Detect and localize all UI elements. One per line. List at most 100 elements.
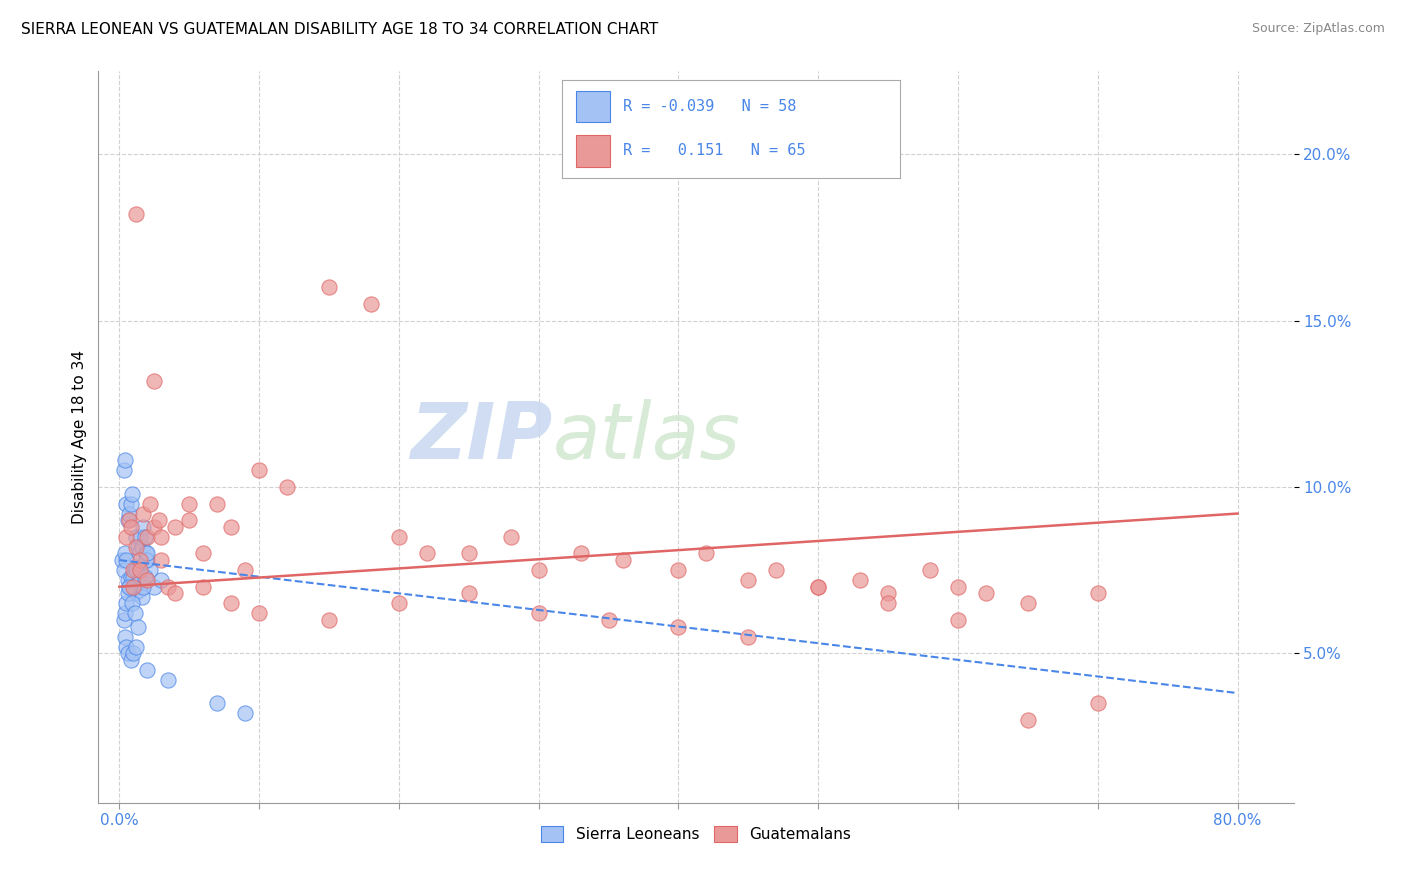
Point: [115, 553, 138, 567]
Point: [165, 520, 187, 534]
Point: [125, 640, 148, 654]
Point: [132, 580, 155, 594]
Point: [139, 497, 162, 511]
Point: [179, 497, 201, 511]
Point: [115, 497, 138, 511]
Point: [112, 463, 135, 477]
Point: [247, 463, 270, 477]
Point: [121, 486, 143, 500]
Point: [499, 530, 522, 544]
Point: [148, 513, 170, 527]
Point: [120, 570, 142, 584]
Text: ZIP: ZIP: [411, 399, 553, 475]
Point: [598, 613, 620, 627]
Point: [136, 530, 159, 544]
Point: [974, 586, 997, 600]
Point: [150, 553, 173, 567]
Point: [125, 530, 148, 544]
Point: [122, 563, 145, 577]
Point: [118, 513, 141, 527]
Point: [527, 607, 550, 621]
Point: [157, 580, 180, 594]
Point: [737, 573, 759, 587]
Point: [135, 546, 157, 560]
Point: [193, 546, 215, 560]
Point: [388, 596, 411, 610]
Point: [129, 563, 152, 577]
Point: [849, 573, 872, 587]
Point: [233, 563, 256, 577]
Point: [118, 580, 141, 594]
Point: [132, 507, 155, 521]
Point: [136, 546, 159, 560]
Point: [114, 453, 136, 467]
Point: [807, 580, 830, 594]
Point: [129, 573, 152, 587]
Point: [765, 563, 787, 577]
Point: [1017, 596, 1039, 610]
Point: [143, 520, 166, 534]
Point: [121, 580, 143, 594]
Point: [360, 297, 382, 311]
Point: [457, 586, 479, 600]
Point: [114, 546, 136, 560]
Point: [112, 613, 135, 627]
Point: [877, 586, 900, 600]
Text: R =   0.151   N = 65: R = 0.151 N = 65: [623, 144, 806, 159]
Point: [122, 580, 145, 594]
Text: atlas: atlas: [553, 399, 741, 475]
Point: [134, 570, 156, 584]
Text: SIERRA LEONEAN VS GUATEMALAN DISABILITY AGE 18 TO 34 CORRELATION CHART: SIERRA LEONEAN VS GUATEMALAN DISABILITY …: [21, 22, 658, 37]
Point: [219, 520, 242, 534]
Point: [134, 530, 156, 544]
Point: [122, 646, 145, 660]
Point: [150, 530, 173, 544]
Point: [135, 553, 157, 567]
Point: [124, 563, 146, 577]
Point: [131, 590, 153, 604]
Point: [122, 570, 145, 584]
Point: [136, 573, 159, 587]
Point: [416, 546, 439, 560]
Point: [388, 530, 411, 544]
Point: [120, 520, 142, 534]
Point: [111, 553, 134, 567]
Point: [112, 563, 135, 577]
Point: [125, 207, 148, 221]
Text: Source: ZipAtlas.com: Source: ZipAtlas.com: [1251, 22, 1385, 36]
Point: [877, 596, 900, 610]
Point: [165, 586, 187, 600]
Point: [695, 546, 717, 560]
Point: [1017, 713, 1039, 727]
Point: [117, 646, 139, 660]
Point: [920, 563, 942, 577]
Point: [318, 280, 340, 294]
Point: [527, 563, 550, 577]
Point: [179, 513, 201, 527]
Point: [219, 596, 242, 610]
Point: [136, 663, 159, 677]
Point: [946, 580, 969, 594]
Point: [807, 580, 830, 594]
Point: [143, 374, 166, 388]
Point: [118, 507, 141, 521]
Point: [122, 570, 145, 584]
Point: [157, 673, 180, 687]
Point: [457, 546, 479, 560]
Point: [569, 546, 592, 560]
Point: [115, 530, 138, 544]
Point: [125, 540, 148, 554]
Point: [117, 586, 139, 600]
Point: [127, 576, 149, 591]
Point: [1087, 586, 1109, 600]
Point: [125, 563, 148, 577]
Point: [668, 619, 690, 633]
Point: [276, 480, 298, 494]
Bar: [576, 91, 610, 122]
Point: [117, 513, 139, 527]
Point: [121, 596, 143, 610]
Point: [193, 580, 215, 594]
Y-axis label: Disability Age 18 to 34: Disability Age 18 to 34: [72, 350, 87, 524]
Point: [136, 553, 159, 567]
Point: [117, 573, 139, 587]
